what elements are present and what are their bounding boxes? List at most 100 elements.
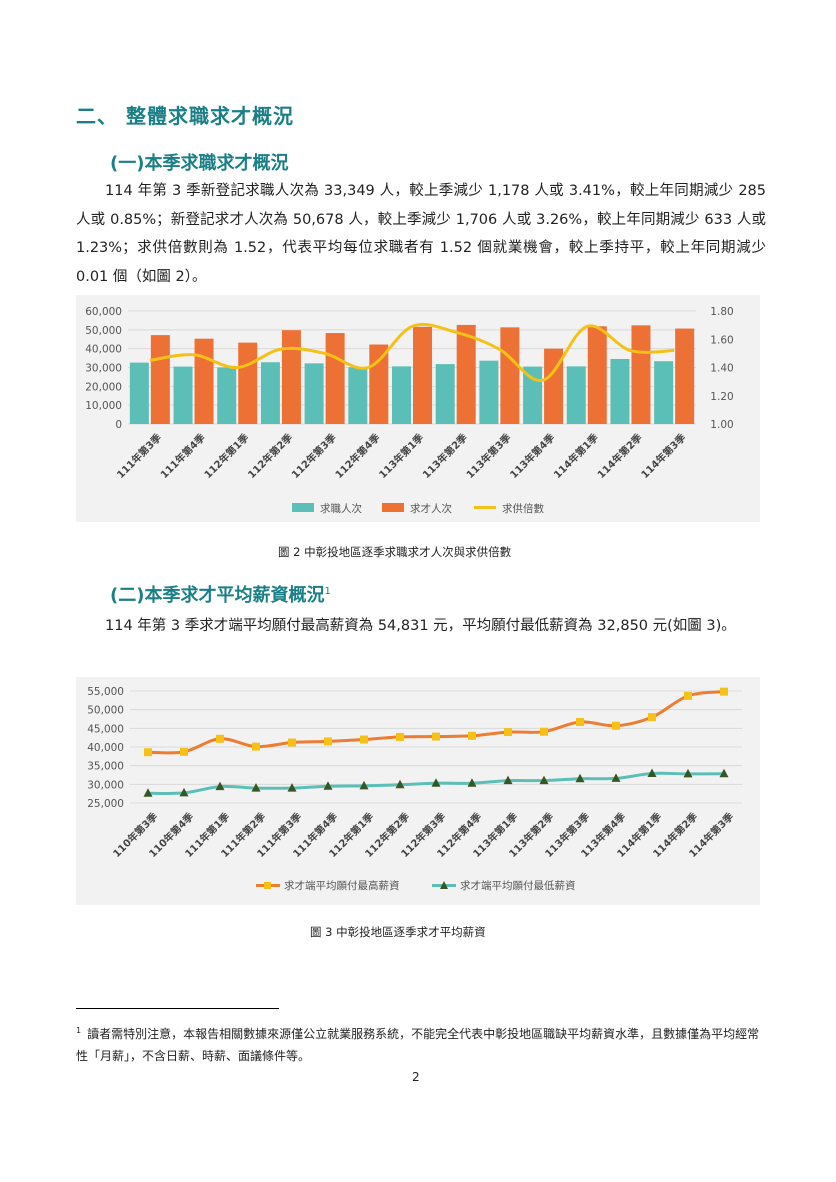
paragraph-1: 114 年第 3 季新登記求職人次為 33,349 人，較上季減少 1,178 … (76, 183, 766, 285)
min-salary-point (575, 773, 585, 783)
bar-seekers (435, 364, 455, 424)
y-left-tick-label: 10,000 (85, 400, 122, 412)
footnote-mark: 1 (76, 1026, 82, 1035)
min-salary-point (323, 781, 333, 790)
max-salary-point (504, 728, 512, 737)
legend-label: 求才人次 (410, 502, 452, 515)
min-salary-point (287, 783, 297, 792)
y-tick-label: 30,000 (87, 779, 124, 791)
max-salary-point (252, 742, 260, 751)
min-salary-point (539, 775, 549, 785)
y-tick-label: 50,000 (87, 705, 124, 717)
bar-openings (675, 328, 695, 424)
bar-seekers (566, 366, 586, 424)
legend-swatch-marker (264, 882, 271, 889)
max-salary-point (468, 731, 476, 740)
legend-label: 求職人次 (320, 502, 362, 515)
max-salary-line (147, 690, 725, 755)
legend-label: 求才端平均願付最高薪資 (284, 879, 400, 892)
bar-openings (456, 324, 476, 424)
bar-openings (369, 344, 389, 424)
bar-seekers (348, 367, 368, 424)
min-salary-point (143, 788, 153, 797)
bar-seekers (173, 366, 193, 424)
y-left-tick-label: 60,000 (85, 306, 122, 318)
legend-label: 求才端平均願付最低薪資 (460, 879, 576, 892)
x-tick-label: 114年第3季 (638, 430, 689, 481)
y-right-tick-label: 1.60 (710, 334, 733, 346)
min-salary-point (359, 780, 369, 790)
bar-seekers (304, 363, 324, 424)
subsection-title-2-text: (二)本季求才平均薪資概況 (110, 585, 325, 606)
min-salary-point (251, 783, 261, 792)
footnote-divider (76, 1008, 279, 1009)
page-number: 2 (412, 1070, 420, 1084)
figure-2-chart: 60,000 50,000 40,000 30,000 20,000 10,000 0 1.8… (76, 295, 760, 522)
y-tick-label: 40,000 (87, 742, 124, 754)
x-tick-label: 111年第3季 (114, 430, 165, 481)
max-salary-point (684, 691, 692, 700)
x-tick-label: 113年第4季 (507, 430, 558, 481)
footnote-text: 讀者需特別注意，本報告相關數據來源僅公立就業服務系統，不能完全代表中彰投地區職缺… (76, 1027, 760, 1063)
min-salary-point (503, 775, 513, 785)
footnote-ref[interactable]: 1 (324, 586, 331, 597)
x-tick-label: 112年第4季 (332, 430, 383, 481)
bar-openings (500, 327, 520, 424)
bar-openings (238, 342, 258, 424)
bar-openings (150, 335, 170, 424)
max-salary-point (360, 735, 368, 744)
figure-3-caption: 圖 3 中彰投地區逐季求才平均薪資 (310, 925, 486, 939)
bar-seekers (129, 362, 149, 424)
bar-seekers (217, 367, 237, 424)
x-tick-label: 112年第3季 (289, 430, 340, 481)
max-salary-point (540, 727, 548, 736)
bar-openings (325, 333, 345, 424)
max-salary-point (648, 713, 656, 722)
x-tick-label: 112年第2季 (245, 430, 296, 481)
paragraph-2: 114 年第 3 季求才端平均願付最高薪資為 54,831 元，平均願付最低薪資… (105, 618, 736, 634)
x-tick-label: 111年第4季 (158, 430, 209, 481)
subsection-title-2: (二)本季求才平均薪資概況1 (110, 581, 331, 607)
min-salary-point (719, 768, 729, 778)
y-left-tick-label: 0 (115, 419, 122, 431)
x-tick-label: 113年第1季 (376, 430, 427, 481)
x-tick-label: 114年第1季 (551, 430, 602, 481)
min-salary-point (647, 768, 657, 778)
bar-seekers (392, 366, 411, 424)
figure-3-chart: 55,000 50,000 45,000 40,000 35,000 30,000 25,0… (76, 677, 760, 905)
y-left-tick-label: 30,000 (85, 363, 122, 375)
max-salary-point (180, 747, 188, 756)
legend-swatch (292, 503, 314, 512)
figure-2-svg: 60,000 50,000 40,000 30,000 20,000 10,000 0 1.8… (85, 306, 733, 515)
subsection-title-1: (一)本季求職求才概況 (110, 153, 289, 174)
ratio-line (149, 322, 675, 382)
max-salary-point (288, 738, 296, 747)
x-tick-label: 112年第1季 (201, 430, 252, 481)
bar-seekers (260, 362, 280, 424)
bar-seekers (479, 360, 499, 424)
y-tick-label: 25,000 (87, 798, 124, 810)
x-tick-label: 113年第3季 (463, 430, 514, 481)
section-title: 二、 整體求職求才概況 (76, 104, 294, 128)
y-right-tick-label: 1.40 (710, 363, 733, 375)
y-tick-label: 45,000 (87, 723, 124, 735)
y-left-tick-label: 40,000 (85, 344, 122, 356)
max-salary-point (612, 721, 620, 730)
bar-openings (413, 326, 432, 424)
bar-openings (631, 325, 651, 424)
legend-label: 求供倍數 (502, 502, 544, 515)
x-tick-label: 114年第2季 (594, 430, 645, 481)
max-salary-point (720, 687, 728, 696)
min-salary-point (467, 778, 477, 787)
bar-openings (194, 338, 214, 424)
min-salary-point (215, 781, 225, 791)
y-tick-label: 55,000 (87, 686, 124, 698)
footnote: 1 讀者需特別注意，本報告相關數據來源僅公立就業服務系統，不能完全代表中彰投地區職… (76, 1020, 766, 1067)
min-salary-point (683, 768, 693, 778)
y-left-tick-label: 20,000 (85, 381, 122, 393)
max-salary-point (432, 732, 440, 741)
y-right-tick-label: 1.20 (710, 391, 733, 403)
bar-seekers (610, 358, 630, 424)
x-tick-label: 113年第2季 (420, 430, 471, 481)
bar-openings (281, 330, 301, 424)
